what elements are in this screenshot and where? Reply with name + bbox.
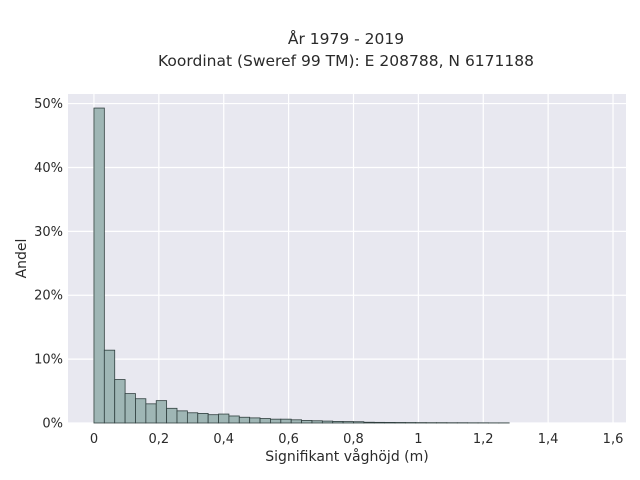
histogram-bar bbox=[249, 417, 261, 424]
histogram-bar bbox=[342, 421, 354, 424]
x-tick-label: 1,6 bbox=[603, 432, 624, 447]
histogram-bar bbox=[207, 414, 219, 424]
histogram-bar bbox=[135, 398, 147, 424]
histogram-bar bbox=[166, 407, 178, 424]
y-tick-label: 0% bbox=[42, 417, 63, 432]
histogram-bar bbox=[280, 418, 292, 424]
histogram-bar bbox=[363, 421, 375, 424]
x-tick-label: 0,2 bbox=[148, 432, 169, 447]
histogram-bar bbox=[259, 418, 271, 424]
x-tick-label: 0,8 bbox=[343, 432, 364, 447]
histogram-bar bbox=[238, 416, 251, 424]
x-tick-label: 1,4 bbox=[538, 432, 559, 447]
histogram-bar bbox=[218, 413, 230, 424]
y-tick-label: 30% bbox=[34, 225, 63, 240]
axis-ticks: 0 0,2 0,4 0,6 0,8 1 1,2 1,4 1,6 0% 10% 20% 30% 40% 50% bbox=[34, 97, 623, 447]
plot-area bbox=[68, 94, 626, 423]
histogram-bar bbox=[197, 413, 209, 424]
histogram-bar bbox=[93, 107, 105, 424]
histogram-bar bbox=[373, 421, 386, 424]
x-tick-label: 0,6 bbox=[278, 432, 299, 447]
x-tick-label: 0,4 bbox=[213, 432, 234, 447]
x-tick-label: 1,2 bbox=[473, 432, 494, 447]
histogram-bar bbox=[186, 412, 199, 424]
x-tick-label: 0 bbox=[90, 432, 98, 447]
histogram-bar bbox=[290, 419, 302, 424]
chart-title: År 1979 - 2019 bbox=[287, 30, 405, 48]
histogram-bar bbox=[384, 422, 396, 424]
histogram-bar bbox=[114, 379, 126, 424]
chart-title-block: År 1979 - 2019 Koordinat (Sweref 99 TM):… bbox=[0, 28, 640, 72]
y-tick-label: 20% bbox=[34, 289, 63, 304]
y-tick-label: 10% bbox=[34, 353, 63, 368]
x-axis-label: Signifikant våghöjd (m) bbox=[265, 448, 428, 465]
x-tick-label: 1 bbox=[414, 432, 422, 447]
histogram-bar bbox=[270, 418, 282, 424]
histogram-bar bbox=[228, 415, 240, 424]
histogram-bar bbox=[353, 421, 365, 424]
histogram-bar bbox=[124, 393, 136, 424]
histogram-bar bbox=[321, 420, 334, 424]
y-tick-label: 40% bbox=[34, 161, 63, 176]
histogram-bars bbox=[93, 107, 510, 424]
y-axis-label: Andel bbox=[14, 239, 30, 279]
histogram-bar bbox=[176, 410, 188, 424]
chart-subtitle: Koordinat (Sweref 99 TM): E 208788, N 61… bbox=[158, 52, 534, 70]
y-tick-label: 50% bbox=[34, 97, 63, 112]
histogram-bar bbox=[155, 400, 168, 424]
histogram-bar bbox=[301, 420, 313, 424]
histogram-bar bbox=[332, 421, 344, 424]
histogram-bar bbox=[145, 403, 157, 424]
histogram-bar bbox=[103, 349, 116, 424]
histogram-bar bbox=[311, 420, 323, 424]
histogram-bar bbox=[394, 422, 406, 424]
